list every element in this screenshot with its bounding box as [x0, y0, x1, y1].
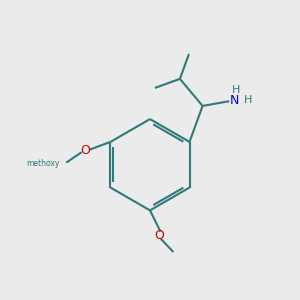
- Text: N: N: [230, 94, 239, 107]
- Text: methoxy: methoxy: [26, 159, 59, 168]
- Text: O: O: [81, 145, 91, 158]
- Text: O: O: [154, 229, 164, 242]
- Text: H: H: [232, 85, 240, 95]
- Text: H: H: [244, 95, 252, 105]
